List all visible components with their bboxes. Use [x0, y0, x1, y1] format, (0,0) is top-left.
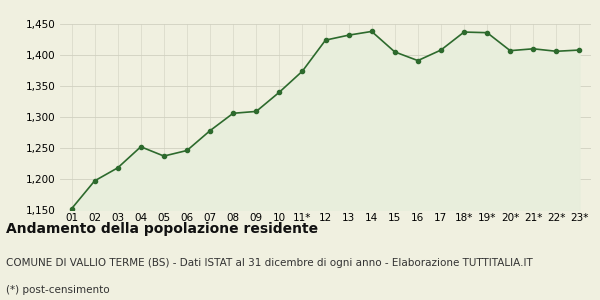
Text: COMUNE DI VALLIO TERME (BS) - Dati ISTAT al 31 dicembre di ogni anno - Elaborazi: COMUNE DI VALLIO TERME (BS) - Dati ISTAT…: [6, 258, 533, 268]
Text: Andamento della popolazione residente: Andamento della popolazione residente: [6, 222, 318, 236]
Text: (*) post-censimento: (*) post-censimento: [6, 285, 110, 295]
